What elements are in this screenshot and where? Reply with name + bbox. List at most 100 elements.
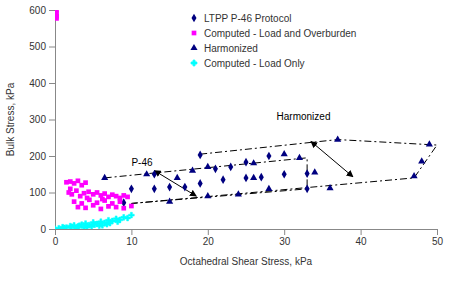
x-tick: 20 — [203, 229, 215, 247]
point — [221, 175, 226, 184]
point — [121, 206, 126, 211]
point — [174, 174, 181, 180]
legend-item: Harmonized — [190, 43, 257, 54]
point — [72, 199, 77, 204]
point — [55, 16, 59, 21]
series — [121, 151, 309, 208]
point — [282, 170, 287, 179]
point — [98, 207, 103, 212]
y-tick-mark — [49, 229, 55, 230]
y-tick: 400 — [29, 78, 55, 89]
y-tick-label: 100 — [29, 187, 46, 198]
point — [426, 140, 433, 146]
legend-label: LTPP P-46 Protocol — [204, 13, 291, 24]
y-tick-mark — [49, 120, 55, 121]
x-tick-mark — [437, 229, 438, 235]
point — [418, 157, 425, 163]
point — [129, 184, 134, 193]
y-tick: 0 — [40, 224, 55, 235]
point — [305, 184, 310, 193]
point — [311, 168, 318, 174]
point — [129, 204, 134, 209]
legend: LTPP P-46 Protocol Computed - Load and Ov… — [190, 13, 356, 69]
point — [243, 174, 248, 183]
annotation-label: Harmonized — [277, 111, 331, 122]
legend-item: Computed - Load Only — [191, 58, 304, 69]
y-tick-label: 500 — [29, 41, 46, 52]
point — [76, 178, 81, 183]
point — [104, 221, 110, 227]
point — [204, 163, 211, 169]
point — [326, 184, 333, 190]
point — [86, 189, 91, 194]
point — [411, 172, 418, 178]
point — [259, 173, 264, 182]
point — [143, 170, 150, 176]
point — [129, 212, 135, 218]
point — [182, 183, 187, 192]
point — [228, 163, 233, 172]
point — [101, 174, 108, 180]
point — [235, 190, 242, 196]
y-tick: 600 — [29, 5, 55, 16]
y-tick-label: 400 — [29, 78, 46, 89]
y-tick-mark — [49, 10, 55, 11]
point — [85, 196, 90, 201]
point — [61, 225, 67, 229]
legend-item: Computed - Load and Overburden — [192, 28, 357, 39]
point — [106, 204, 111, 209]
legend-marker — [191, 60, 197, 66]
point — [250, 174, 257, 180]
series — [55, 10, 134, 211]
y-tick-mark — [49, 47, 55, 48]
x-tick-label: 0 — [53, 236, 59, 247]
x-axis-title: Octahedral Shear Stress, kPa — [180, 256, 313, 267]
point — [250, 159, 257, 165]
point — [96, 223, 102, 229]
y-tick-mark — [49, 83, 55, 84]
region-outline — [105, 158, 307, 204]
point — [118, 199, 123, 204]
x-tick: 40 — [356, 229, 368, 247]
point — [152, 184, 157, 193]
x-tick-mark — [208, 229, 209, 235]
region-outline — [131, 140, 437, 204]
y-tick-label: 0 — [40, 224, 46, 235]
y-tick-label: 600 — [29, 5, 46, 16]
point — [82, 191, 87, 196]
point — [74, 225, 80, 229]
point — [83, 205, 88, 210]
x-tick: 50 — [432, 229, 444, 247]
y-tick-mark — [49, 193, 55, 194]
x-tick: 30 — [279, 229, 291, 247]
y-tick-label: 200 — [29, 151, 46, 162]
x-axis: 01020304050 — [53, 229, 444, 247]
x-tick-mark — [284, 229, 285, 235]
x-tick-label: 20 — [203, 236, 215, 247]
point — [266, 152, 271, 161]
legend-marker — [190, 44, 197, 50]
point — [83, 180, 88, 185]
x-tick-label: 40 — [356, 236, 368, 247]
point — [100, 197, 105, 202]
point — [281, 150, 288, 156]
point — [167, 183, 172, 192]
annotation-label: P-46 — [131, 157, 153, 168]
x-tick-label: 30 — [279, 236, 291, 247]
point — [204, 192, 211, 198]
legend-marker — [192, 31, 197, 36]
legend-label: Harmonized — [204, 43, 258, 54]
point — [91, 203, 96, 208]
y-tick: 500 — [29, 41, 55, 52]
plot-area — [55, 10, 437, 229]
x-tick-label: 50 — [432, 236, 444, 247]
x-tick: 0 — [53, 229, 59, 247]
point — [68, 187, 73, 192]
legend-item: LTPP P-46 Protocol — [191, 13, 291, 24]
y-tick: 200 — [29, 151, 55, 162]
x-tick-mark — [55, 229, 56, 235]
point — [198, 151, 203, 160]
legend-label: Computed - Load and Overburden — [204, 28, 356, 39]
point — [296, 154, 303, 160]
point — [198, 179, 203, 188]
